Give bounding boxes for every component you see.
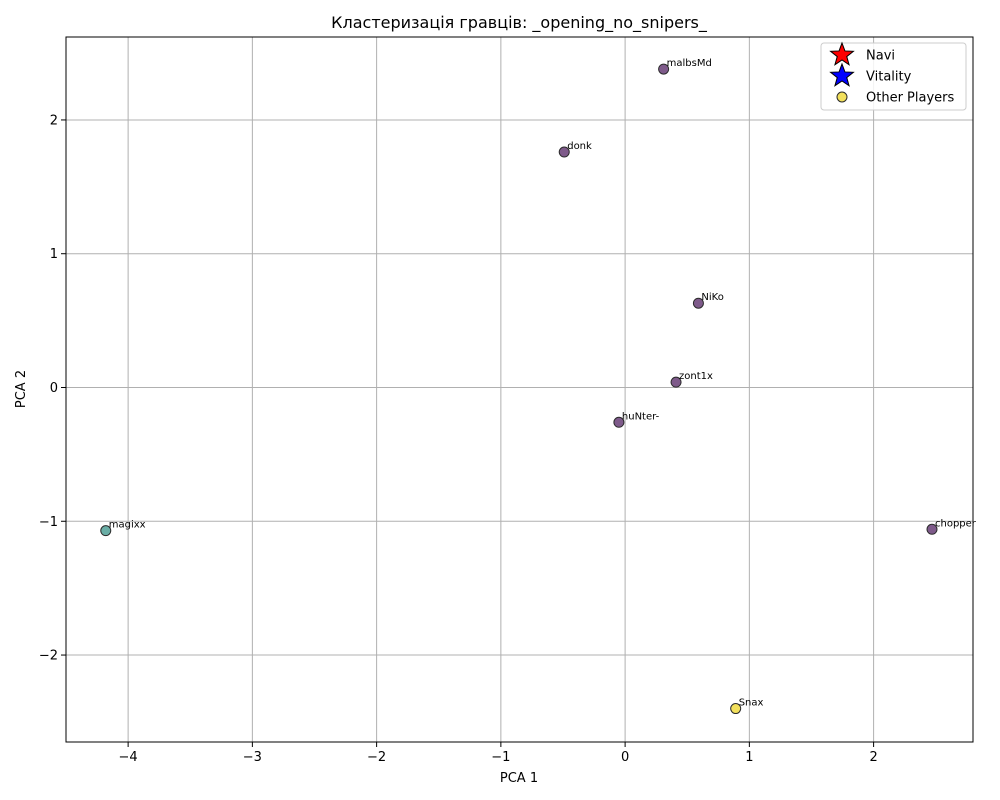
data-point-label: magixx: [109, 520, 146, 531]
legend-star-marker: [829, 62, 855, 87]
x-tick-label: −2: [367, 750, 386, 765]
data-point: [692, 297, 704, 309]
data-point: [558, 146, 570, 158]
x-tick-label: 0: [621, 750, 629, 765]
data-point: [100, 525, 112, 537]
x-tick-label: −1: [491, 750, 510, 765]
data-point: [658, 63, 670, 75]
y-tick-label: −1: [39, 515, 58, 530]
data-point: [926, 523, 938, 535]
data-point-label: huNter-: [622, 411, 660, 422]
legend-entry-label: Navi: [866, 49, 895, 64]
data-point-label: malbsMd: [667, 58, 712, 69]
legend: Navi Vitality Other Players: [820, 41, 967, 111]
x-tick-label: 2: [869, 750, 877, 765]
x-tick-label: −4: [119, 750, 138, 765]
data-points: malbsMd donk NiKo zont1x huNter-magixx choppe…: [100, 58, 977, 715]
legend-star-marker: [829, 41, 855, 66]
x-axis-label: PCA 1: [500, 771, 538, 786]
y-tick-label: 1: [50, 247, 58, 262]
legend-entry-label: Other Players: [866, 91, 954, 106]
x-tick-label: −3: [243, 750, 262, 765]
plot-area-frame: [65, 36, 974, 743]
y-axis-label: PCA 2: [14, 370, 29, 408]
data-point-label: NiKo: [701, 292, 723, 303]
grid: [66, 37, 973, 742]
y-tick-label: 0: [50, 381, 58, 396]
data-point: [730, 703, 742, 715]
data-point-label: Snax: [739, 698, 764, 709]
x-tick-label: 1: [745, 750, 753, 765]
y-tick-label: −2: [39, 649, 58, 664]
legend-box: [820, 42, 967, 111]
legend-circle-marker: [836, 91, 848, 103]
data-point-label: donk: [567, 141, 592, 152]
data-point-label: chopper: [935, 518, 977, 529]
y-tick-label: 2: [50, 113, 58, 128]
data-point: [670, 376, 682, 388]
legend-entry-label: Vitality: [866, 70, 912, 85]
chart-title: Кластеризація гравців: _opening_no_snipe…: [331, 13, 708, 33]
axis-ticks: −4 −3 −2 −1 0 1 2 −2 −1 0 1 2: [39, 113, 878, 765]
data-point: [613, 416, 625, 428]
data-point-label: zont1x: [679, 371, 713, 382]
